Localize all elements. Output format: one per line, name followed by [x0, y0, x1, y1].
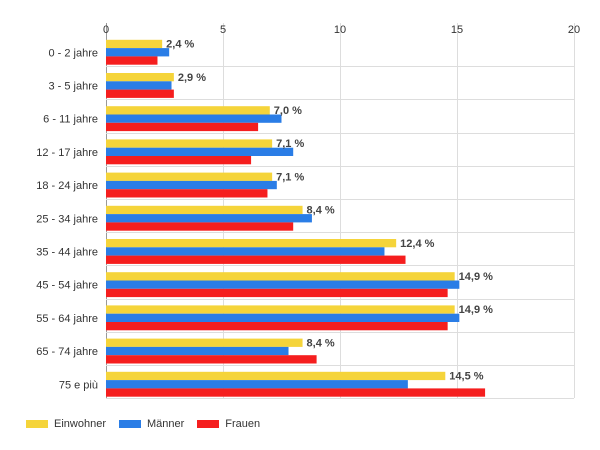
bar-einwohner: [106, 205, 303, 215]
bar-frauen: [106, 355, 317, 364]
bar-mnner: [106, 48, 170, 57]
category-label: 6 - 11 jahre: [43, 114, 98, 126]
bar-einwohner: [106, 172, 273, 181]
category-label: 3 - 5 jahre: [48, 80, 98, 92]
x-tick-label: 20: [568, 24, 580, 36]
data-label: 14,9 %: [459, 304, 493, 316]
data-label: 14,9 %: [459, 271, 493, 283]
bar-einwohner: [106, 106, 270, 115]
bar-mnner: [106, 114, 282, 123]
bar-einwohner: [106, 39, 163, 49]
x-tick-label: 15: [451, 24, 463, 36]
bar-frauen: [106, 56, 158, 65]
bar-mnner: [106, 180, 277, 190]
grid-lines: [106, 23, 575, 399]
data-label: 12,4 %: [400, 238, 434, 250]
data-label: 7,1 %: [276, 138, 304, 150]
bar-frauen: [106, 122, 259, 132]
bar-mnner: [106, 280, 460, 289]
bar-frauen: [106, 255, 406, 264]
legend-swatch: [197, 420, 220, 428]
category-label: 55 - 64 jahre: [36, 313, 98, 325]
bar-mnner: [106, 380, 408, 389]
category-label: 75 e più: [59, 379, 98, 391]
bar-einwohner: [106, 73, 174, 82]
legend-item: Männer: [118, 418, 185, 430]
legend: Einwohner Männer Frauen: [26, 417, 273, 431]
data-label: 7,1 %: [276, 171, 304, 183]
bar-einwohner: [106, 139, 273, 148]
category-label: 35 - 44 jahre: [36, 246, 98, 258]
data-label: 14,5 %: [449, 371, 483, 383]
bar-einwohner: [106, 305, 455, 314]
category-labels: 0 - 2 jahre 3 - 5 jahre 6 - 11 jahre 12 - 1…: [36, 47, 98, 391]
data-labels: 2,4 % 2,9 % 7,0 % 7,1 % 7,1 % 8,4 % 12,4 % 14,9…: [166, 39, 493, 383]
bar-frauen: [106, 156, 252, 165]
x-axis-ticks: 0 5 10 15 20: [103, 24, 580, 36]
bar-frauen: [106, 388, 486, 397]
bar-mnner: [106, 214, 312, 223]
x-tick-label: 0: [103, 24, 109, 36]
category-label: 25 - 34 jahre: [36, 213, 98, 225]
bar-frauen: [106, 89, 174, 98]
legend-label: Männer: [146, 418, 185, 430]
legend-item: Einwohner: [26, 418, 106, 430]
category-label: 0 - 2 jahre: [48, 47, 98, 59]
legend-label: Frauen: [225, 418, 261, 430]
category-label: 45 - 54 jahre: [36, 280, 98, 292]
bar-mnner: [106, 247, 385, 256]
bar-mnner: [106, 81, 172, 90]
legend-label: Einwohner: [54, 418, 106, 430]
data-label: 8,4 %: [307, 205, 335, 217]
bar-mnner: [106, 346, 289, 356]
bar-mnner: [106, 147, 294, 156]
x-tick-label: 5: [220, 24, 226, 36]
category-label: 65 - 74 jahre: [36, 346, 98, 358]
bar-frauen: [106, 222, 294, 231]
legend-item: Frauen: [197, 418, 260, 430]
bar-einwohner: [106, 272, 455, 281]
data-label: 8,4 %: [307, 337, 335, 349]
bar-mnner: [106, 313, 460, 322]
category-label: 18 - 24 jahre: [36, 180, 98, 192]
category-label: 12 - 17 jahre: [36, 147, 98, 159]
bar-frauen: [106, 189, 268, 198]
legend-swatch: [118, 420, 141, 428]
bar-einwohner: [106, 338, 303, 347]
x-tick-label: 10: [334, 24, 346, 36]
bar-einwohner: [106, 239, 397, 248]
data-label: 7,0 %: [274, 105, 302, 117]
data-label: 2,9 %: [178, 72, 206, 84]
data-label: 2,4 %: [166, 39, 194, 51]
bar-einwohner: [106, 371, 446, 381]
bar-frauen: [106, 322, 448, 331]
bar-frauen: [106, 288, 448, 298]
bars: [106, 39, 486, 397]
legend-swatch: [26, 420, 48, 428]
